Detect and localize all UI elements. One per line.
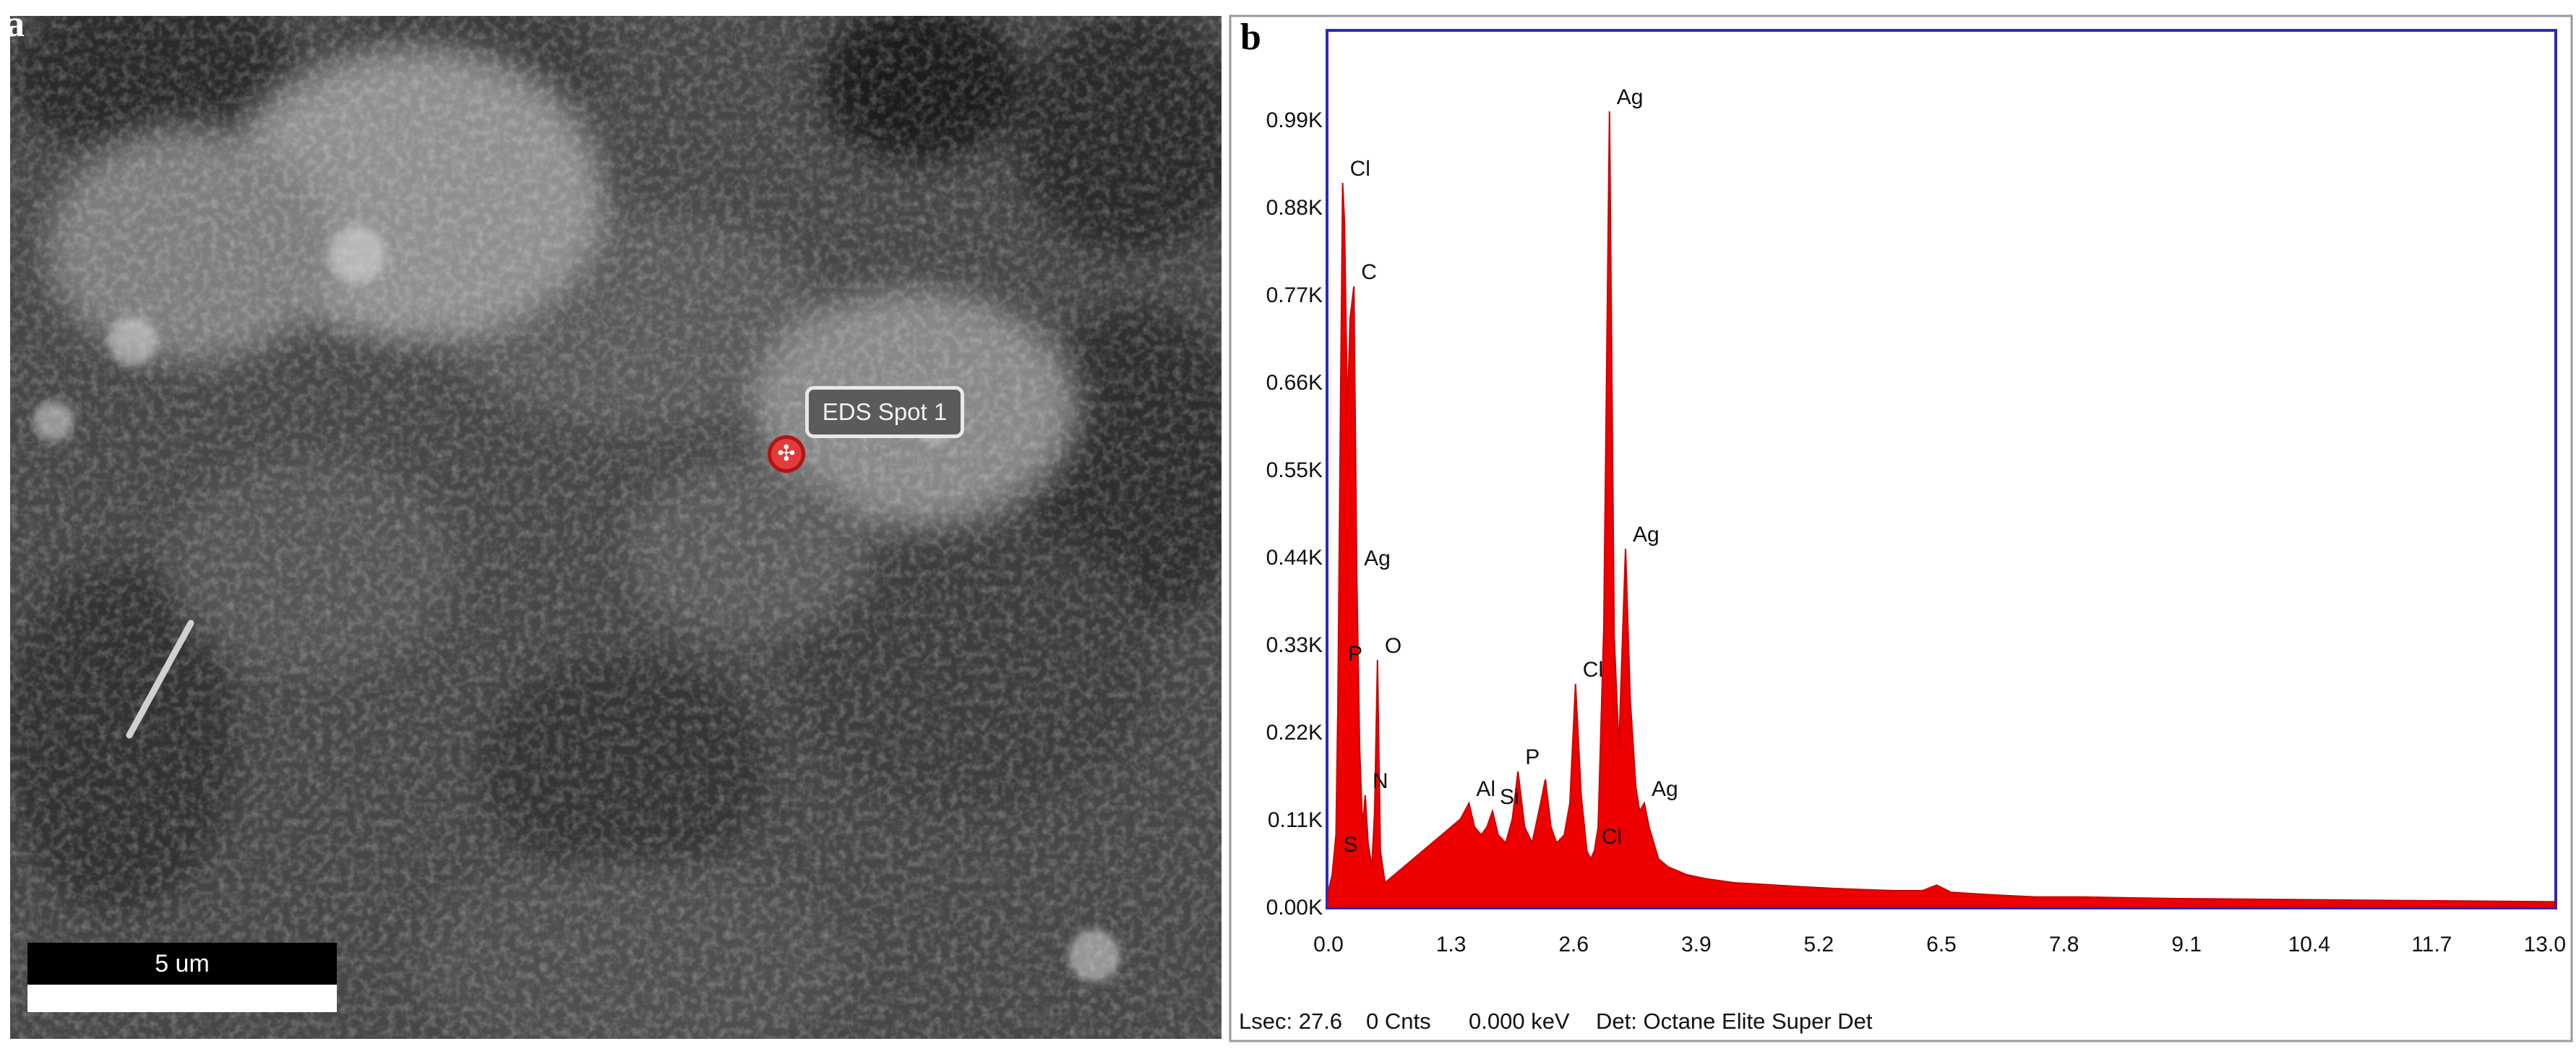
peak-label: O (1385, 634, 1401, 658)
sem-image (10, 16, 1222, 1039)
y-tick-label: 0.99K (1266, 108, 1323, 132)
peak-label: Ag (1617, 85, 1644, 109)
peak-label: Cl (1602, 825, 1622, 849)
y-tick-label: 0.44K (1266, 546, 1323, 570)
y-tick-label: 0.11K (1268, 808, 1323, 832)
scale-bar: 5 um (27, 943, 337, 1012)
peak-label: Si (1500, 785, 1519, 809)
x-tick-label: 13.0 (2524, 933, 2566, 956)
x-tick-label: 10.4 (2288, 933, 2330, 956)
peak-label: Ag (1633, 523, 1660, 547)
x-tick-label: 5.2 (1804, 933, 1834, 956)
y-tick-label: 0.22K (1266, 721, 1323, 745)
x-tick-label: 2.6 (1558, 933, 1589, 956)
y-tick-label: 0.77K (1266, 283, 1323, 307)
plot-frame (1326, 29, 2557, 909)
x-axis: 0.0 1.3 2.6 3.9 5.2 6.5 7.8 9.1 10.4 11.7 13.0 (1313, 933, 2566, 956)
x-tick-label: 0.0 (1313, 933, 1344, 956)
panel-a-label: a (6, 4, 25, 45)
x-tick-label: 1.3 (1436, 933, 1467, 956)
x-tick-label: 3.9 (1681, 933, 1712, 956)
y-tick-label: 0.33K (1266, 633, 1323, 657)
detector-name: Det: Octane Elite Super Det (1596, 1009, 1873, 1034)
peak-label: N (1373, 769, 1388, 793)
x-tick-label: 6.5 (1926, 933, 1957, 956)
scale-bar-base (27, 985, 337, 1012)
peak-label: Cl (1350, 157, 1370, 181)
peak-label: P (1348, 642, 1362, 666)
y-tick-label: 0.55K (1266, 458, 1323, 482)
crosshair-icon: ✣ (777, 442, 796, 466)
panel-b-border (1229, 14, 2573, 1042)
energy-readout: 0.000 keV (1469, 1009, 1570, 1034)
scale-bar-label: 5 um (27, 943, 337, 985)
y-axis: 0.00K 0.11K 0.22K 0.33K 0.44K 0.55K 0.66K 0.77K… (1266, 108, 1323, 920)
x-tick-label: 11.7 (2411, 933, 2452, 956)
live-time: Lsec: 27.6 (1239, 1009, 1343, 1034)
peak-label: Al (1476, 777, 1495, 801)
y-tick-label: 0.66K (1266, 371, 1323, 395)
panel-b-label: b (1240, 17, 1261, 58)
spectrum-series (1328, 111, 2555, 907)
peak-label: Ag (1364, 547, 1391, 570)
peak-label: C (1361, 260, 1377, 284)
peak-label: S (1343, 833, 1357, 857)
y-tick-label: 0.88K (1266, 196, 1323, 220)
peak-label: Cl (1583, 658, 1603, 682)
x-tick-label: 7.8 (2049, 933, 2079, 956)
sem-texture (10, 16, 1222, 1039)
counts-readout: 0 Cnts (1366, 1009, 1431, 1034)
eds-spot-label: EDS Spot 1 (805, 386, 964, 438)
peak-label: Ag (1652, 777, 1678, 801)
eds-spot-marker[interactable]: ✣ (768, 435, 805, 473)
y-tick-label: 0.00K (1266, 896, 1323, 920)
peak-label: P (1525, 745, 1540, 769)
x-tick-label: 9.1 (2171, 933, 2202, 956)
status-bar: Lsec: 27.6 0 Cnts 0.000 keV Det: Octane … (1239, 1003, 2569, 1040)
